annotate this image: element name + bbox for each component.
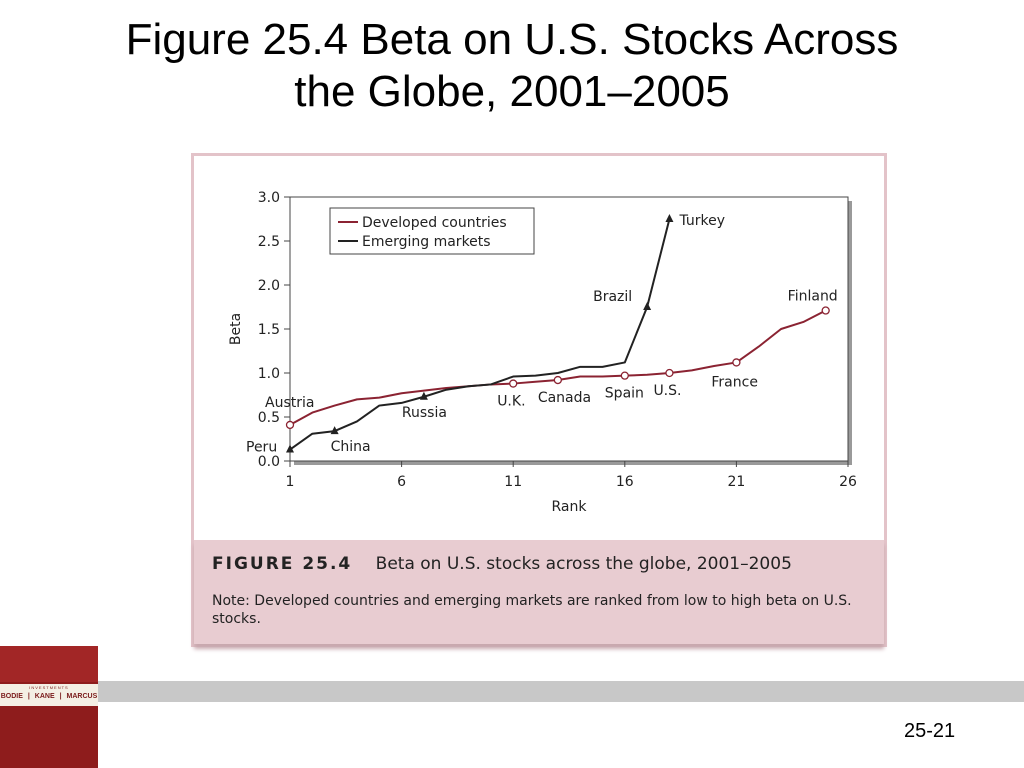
legend: Developed countries Emerging markets — [329, 207, 535, 255]
point-label: Spain — [605, 386, 644, 402]
series-layer — [285, 214, 830, 453]
book-cover-logo: INVESTMENTS BODIE | KANE | MARCUS — [0, 646, 98, 768]
y-tick-label: 2.5 — [258, 234, 280, 250]
x-axis: 1 6 11 16 21 26 — [286, 461, 857, 490]
y-tick-label: 0.5 — [258, 410, 280, 426]
book-cover-subtitle: INVESTMENTS — [29, 685, 69, 690]
point-label: Brazil — [593, 289, 632, 305]
point-marker — [509, 379, 518, 388]
point-marker — [285, 420, 295, 430]
point-label: Finland — [788, 289, 838, 305]
series-line-emerging — [289, 218, 671, 451]
x-tick-label: 6 — [397, 474, 406, 490]
caption-title: Beta on U.S. stocks across the globe, 20… — [375, 554, 792, 574]
point-label: France — [711, 374, 758, 390]
point-marker — [286, 444, 294, 453]
point-label: Canada — [538, 390, 591, 406]
x-tick-label: 16 — [616, 474, 634, 490]
y-tick-label: 1.0 — [258, 366, 280, 382]
x-axis-label: Rank — [552, 499, 588, 515]
y-tick-label: 2.0 — [258, 278, 280, 294]
legend-box — [329, 207, 535, 255]
slide-title: Figure 25.4 Beta on U.S. Stocks Across t… — [0, 14, 1024, 118]
point-marker — [330, 426, 339, 435]
point-labels: Austria U.K. Canada Spain U.S. France Finland P… — [246, 213, 838, 456]
slide-title-line-1: Figure 25.4 Beta on U.S. Stocks Across — [125, 15, 899, 64]
figure-caption: FIGURE 25.4 Beta on U.S. stocks across t… — [194, 540, 884, 644]
x-tick-label: 26 — [839, 474, 857, 490]
y-tick-label: 3.0 — [258, 190, 280, 206]
book-author-1: BODIE — [0, 693, 23, 700]
x-tick-label: 11 — [504, 474, 522, 490]
point-label: Turkey — [678, 213, 725, 229]
caption-title-row: FIGURE 25.4 Beta on U.S. stocks across t… — [212, 554, 792, 574]
point-marker — [553, 375, 562, 385]
point-label: Austria — [265, 395, 314, 411]
y-tick-label: 0.0 — [258, 454, 280, 470]
beta-chart: 0.00.51.01.52.02.53.0 1 6 11 16 21 26 Austria… — [228, 190, 857, 515]
book-author-3: MARCUS — [66, 693, 98, 700]
book-cover-pattern — [0, 646, 98, 682]
point-label: China — [331, 439, 371, 455]
x-tick-label: 1 — [286, 474, 295, 490]
legend-entry: Emerging markets — [362, 234, 491, 250]
point-label: U.S. — [653, 383, 681, 399]
slide-title-line-2: the Globe, 2001–2005 — [294, 67, 730, 116]
caption-label: FIGURE 25.4 — [212, 554, 353, 574]
point-marker — [821, 306, 830, 315]
y-axis-label: Beta — [228, 313, 244, 345]
legend-entry: Developed countries — [362, 215, 507, 231]
x-tick-label: 21 — [727, 474, 745, 490]
point-marker — [643, 302, 652, 310]
caption-note: Note: Developed countries and emerging m… — [212, 593, 852, 627]
book-author-2: KANE — [34, 693, 55, 700]
book-cover-authors: BODIE | KANE | MARCUS — [0, 693, 98, 700]
point-label: Russia — [402, 405, 447, 421]
point-label: Peru — [246, 440, 277, 456]
footer-bar — [0, 681, 1024, 702]
point-label: U.K. — [497, 394, 525, 410]
point-marker — [665, 214, 674, 222]
plot-area — [289, 196, 849, 462]
point-marker — [732, 358, 741, 367]
book-cover-band: INVESTMENTS BODIE | KANE | MARCUS — [0, 684, 98, 706]
y-axis: 0.0 0.5 1.0 1.5 2.0 2.5 3.0 — [258, 190, 290, 470]
slide-number: 25-21 — [904, 720, 956, 742]
point-marker — [665, 368, 674, 378]
point-marker — [620, 371, 629, 380]
y-tick-label: 1.5 — [258, 322, 280, 338]
point-marker — [419, 391, 428, 400]
